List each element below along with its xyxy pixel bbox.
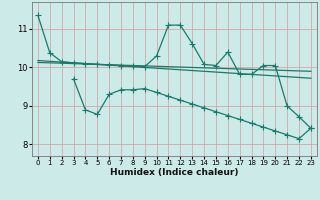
X-axis label: Humidex (Indice chaleur): Humidex (Indice chaleur) xyxy=(110,168,239,177)
